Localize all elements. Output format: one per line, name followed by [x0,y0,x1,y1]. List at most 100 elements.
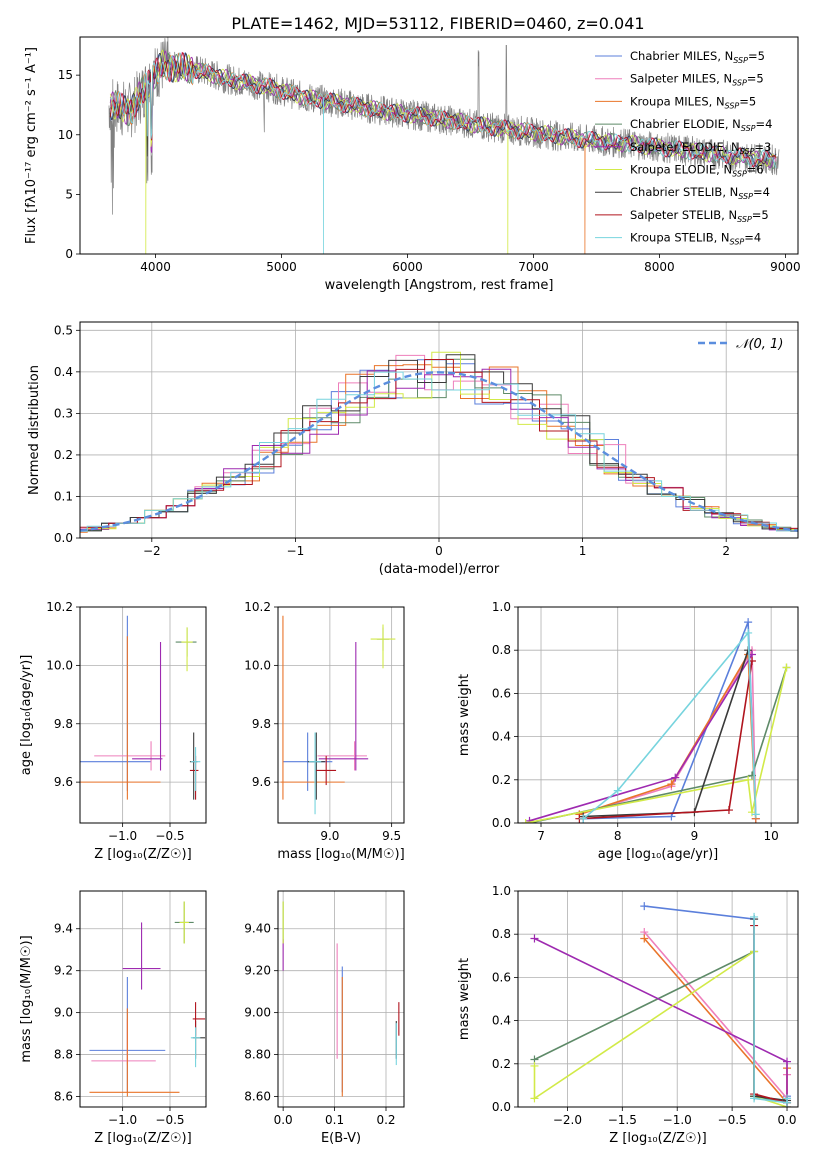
residual-histogram-7 [80,359,798,534]
errorbar-point [370,624,396,669]
normal-reference-curve [80,371,798,532]
model-spectrum-8 [109,52,777,254]
weight-line-8 [582,630,757,820]
plot-area [521,618,791,823]
y-tick-label: 10.0 [46,658,73,672]
weight-marker [667,780,676,789]
y-tick-label: 0.0 [492,1100,511,1114]
x-tick-label: 7000 [518,260,549,274]
x-tick-label: −0.5 [155,829,184,843]
legend-entry-6: Chabrier STELIB, NSSP=4 [630,185,770,201]
model-spectrum-0 [109,52,777,168]
x-tick-label: −1.0 [108,1113,137,1127]
plot-area [80,615,201,800]
x-tick-label: −1.0 [108,829,137,843]
model-spectrum-5 [109,49,777,254]
x-axis-label: (data-model)/error [379,562,500,577]
y-tick-label: 9.20 [244,964,271,978]
axes-frame [277,606,405,824]
y-axis-label: mass weight [457,674,472,756]
y-axis-label: mass [log₁₀(M/M☉)] [19,935,34,1062]
panel-weight_vs_Z: −2.0 −1.5 −1.0 −0.5 0.0 0.0 0.2 0.4 0.6 0.8 1.0 Z [… [457,884,799,1146]
y-tick-label: 0.2 [492,1057,511,1071]
y-tick-label: 8.80 [244,1048,271,1062]
x-tick-label: −1 [287,544,305,558]
y-axis-label: age [log₁₀(age/yr)] [19,655,34,776]
weight-marker [744,618,753,627]
x-axis-label: age [log₁₀(age/yr)] [598,847,719,862]
y-tick-label: 9.8 [54,717,73,731]
errorbar-point [190,1027,201,1068]
legend-entry-5: Kroupa ELODIE, NSSP=6 [630,163,764,179]
weight-marker [579,814,588,823]
plot-area [108,37,780,254]
x-tick-label: 10 [764,829,779,843]
model-spectrum-6 [109,52,777,167]
legend-entry-4: Salpeter ELODIE, NSSP=3 [630,140,771,156]
panel-age_vs_mass: 9.0 9.5 9.6 9.8 10.0 10.2 mass [log₁₀(M/M☉)] [244,600,404,862]
errorbar-point [308,732,322,815]
x-tick-label: −0.5 [155,1113,184,1127]
y-tick-label: 0.2 [54,448,73,462]
x-axis-label: Z [log₁₀(Z/Z☉)] [609,1131,706,1146]
weight-marker [521,819,530,823]
weight-marker [640,934,649,943]
x-axis-label: wavelength [Angstrom, rest frame] [325,278,554,293]
y-tick-label: 10 [58,128,73,142]
x-tick-label: 6000 [392,260,423,274]
errorbar-point [122,922,161,990]
legend-entry-2: Kroupa MILES, NSSP=5 [630,94,756,110]
x-tick-label: −2 [143,544,161,558]
y-tick-label: 0.0 [54,531,73,545]
y-tick-label: 1.0 [492,600,511,614]
axes-frame [517,606,799,824]
figure-title: PLATE=1462, MJD=53112, FIBERID=0460, z=0… [231,14,644,33]
plot-area [80,351,798,534]
weight-marker [750,1094,759,1103]
legend-entry-0: Chabrier MILES, NSSP=5 [630,49,765,65]
y-tick-label: 10.2 [244,600,271,614]
y-tick-label: 10.2 [46,600,73,614]
x-axis-label: Z [log₁₀(Z/Z☉)] [94,847,191,862]
y-tick-label: 0.1 [54,489,73,503]
x-tick-label: −1.0 [663,1113,692,1127]
x-tick-label: 0.2 [376,1113,395,1127]
y-tick-label: 9.6 [54,775,73,789]
weight-marker [751,810,760,819]
errorbar-point [318,642,369,771]
axes-frame [79,890,207,1108]
y-tick-label: 10.0 [244,658,271,672]
y-tick-label: 8.6 [54,1090,73,1104]
y-tick-label: 9.6 [252,775,271,789]
weight-marker [783,1057,792,1066]
errorbar-point [179,901,189,944]
y-tick-label: 9.00 [244,1006,271,1020]
x-axis-label: Z [log₁₀(Z/Z☉)] [94,1131,191,1146]
x-tick-label: 0.1 [325,1113,344,1127]
x-tick-label: 4000 [140,260,171,274]
legend-entry-7: Salpeter STELIB, NSSP=5 [630,208,769,224]
x-tick-label: −1.5 [608,1113,637,1127]
axes-frame [517,890,799,1108]
y-tick-label: 0.4 [492,1014,511,1028]
y-tick-label: 0.4 [54,365,73,379]
x-tick-label: 8000 [644,260,675,274]
y-tick-label: 0.6 [492,970,511,984]
plot-area [280,615,396,815]
axes-frame [79,36,799,255]
panel-mass_vs_Z: −1.0 −0.5 8.6 8.8 9.0 9.2 9.4 Z [log₁₀(Z/Z☉)] ma… [19,890,207,1146]
errorbar-point [94,741,166,771]
x-tick-label: 0.0 [777,1113,796,1127]
x-tick-label: 0 [435,544,443,558]
axes-frame [277,890,405,1108]
weight-marker [783,1094,792,1103]
y-axis-label: mass weight [457,958,472,1040]
errorbar-point [316,755,337,786]
legend-entry-8: Kroupa STELIB, NSSP=4 [630,231,761,247]
x-tick-label: 5000 [266,260,297,274]
x-tick-label: 9.0 [320,829,339,843]
errorbar-point [132,642,163,771]
y-tick-label: 5 [65,187,73,201]
y-tick-label: 9.40 [244,922,271,936]
weight-marker [724,806,733,815]
